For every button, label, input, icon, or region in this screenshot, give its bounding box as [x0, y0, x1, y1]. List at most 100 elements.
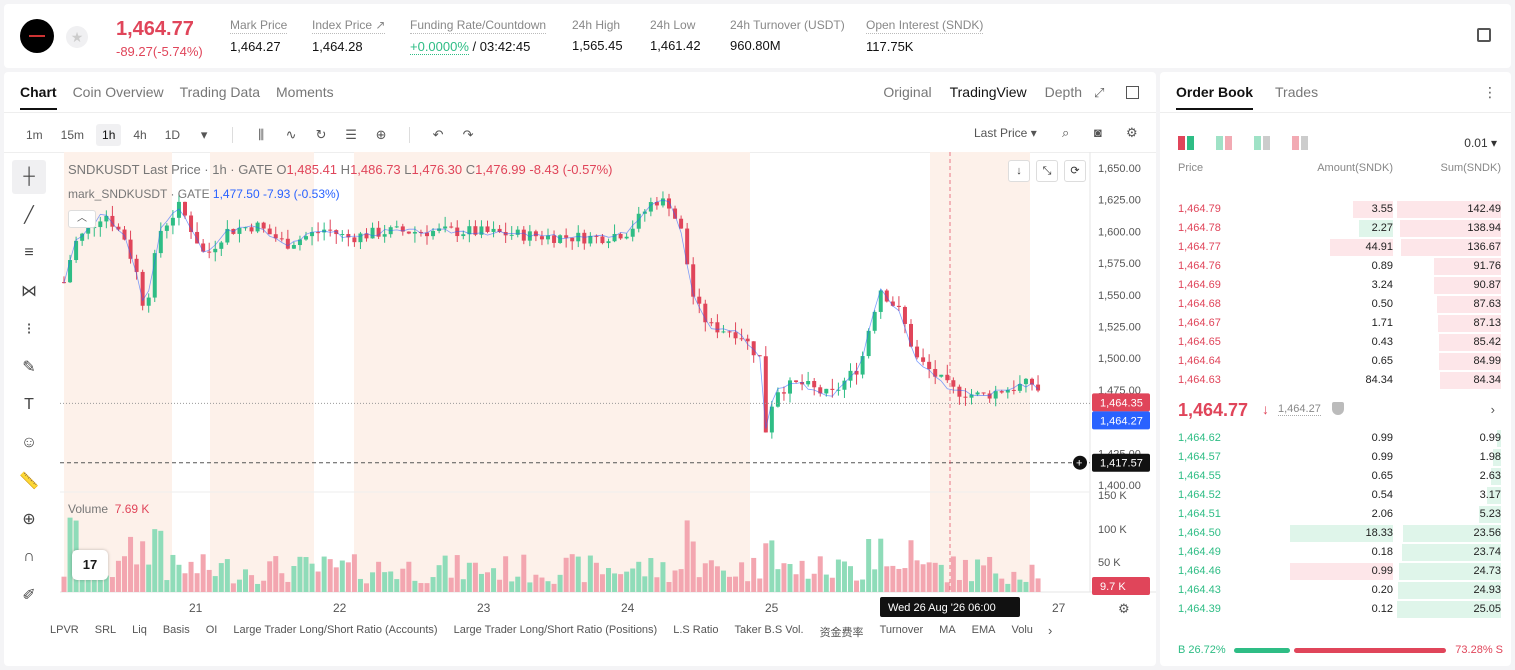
indicator-tab[interactable]: Volu [1011, 624, 1033, 636]
fib-icon[interactable]: ⁝ [26, 321, 32, 338]
chart-tabs: Chart Coin Overview Trading Data Moments [20, 84, 334, 110]
indicator-tab[interactable]: MA [939, 624, 956, 636]
templates-icon[interactable]: ☰ [345, 127, 357, 142]
view-tradingview[interactable]: TradingView [949, 84, 1027, 100]
bid-row[interactable]: 1,464.62 0.99 0.99 [1160, 429, 1511, 448]
view-original[interactable]: Original [883, 84, 932, 100]
ask-row[interactable]: 1,464.65 0.43 85.42 [1160, 333, 1511, 352]
ask-row[interactable]: 1,464.79 3.55 142.49 [1160, 200, 1511, 219]
ask-row[interactable]: 1,464.77 44.91 136.67 [1160, 238, 1511, 257]
more-icon[interactable]: ⋮ [1483, 84, 1497, 100]
add-alert-icon[interactable]: ⊕ [375, 127, 387, 142]
indicators-icon[interactable]: ∿ [285, 127, 297, 142]
candle-body [794, 380, 799, 382]
indicator-tab[interactable]: SRL [94, 624, 117, 636]
indicator-tab[interactable]: Large Trader Long/Short Ratio (Accounts) [233, 624, 438, 636]
reset-icon[interactable]: ⟳ [1064, 160, 1086, 182]
text-icon[interactable]: T [24, 396, 34, 413]
bid-row[interactable]: 1,464.52 0.54 3.17 [1160, 486, 1511, 505]
ask-row[interactable]: 1,464.63 84.34 84.34 [1160, 371, 1511, 390]
indicator-tab[interactable]: EMA [971, 624, 996, 636]
ruler-icon[interactable]: 📏 [19, 473, 39, 490]
indicator-tab[interactable]: Turnover [879, 624, 924, 636]
view-depth[interactable]: Depth [1044, 84, 1082, 100]
pattern-icon[interactable]: ⋈ [21, 283, 37, 300]
chevron-right-icon[interactable]: › [1048, 623, 1053, 638]
bid-row[interactable]: 1,464.50 18.33 23.56 [1160, 524, 1511, 543]
tab-coin-overview[interactable]: Coin Overview [72, 84, 164, 100]
indicator-tab[interactable]: OI [205, 624, 218, 636]
indicator-tab[interactable]: Basis [162, 624, 190, 636]
bid-row[interactable]: 1,464.51 2.06 5.23 [1160, 505, 1511, 524]
indicator-tab[interactable]: 资金费率 [819, 627, 864, 639]
collapse-icon[interactable]: ⤡ [1036, 160, 1058, 182]
camera-icon[interactable]: ◙ [1094, 125, 1102, 140]
trendline-icon[interactable]: ╱ [24, 207, 34, 224]
timeframe-1m[interactable]: 1m [26, 128, 43, 142]
chevron-right-icon[interactable]: › [1490, 402, 1495, 417]
search-icon[interactable]: ⌕ [1062, 125, 1070, 140]
stat-label[interactable]: Index Price ↗ [312, 18, 386, 34]
candles-icon[interactable]: ⫼ [258, 127, 265, 142]
indicator-tab[interactable]: Liq [132, 624, 147, 636]
indicator-tab[interactable]: Taker B.S Vol. [734, 624, 804, 636]
stat-label[interactable]: Funding Rate/Countdown [410, 18, 547, 34]
ask-row[interactable]: 1,464.69 3.24 90.87 [1160, 276, 1511, 295]
timeframe-15m[interactable]: 15m [60, 128, 85, 142]
arrow-down-icon[interactable]: ↓ [1008, 160, 1030, 182]
funding-rate-value[interactable]: +0.0000% [410, 39, 469, 55]
tab-order-book[interactable]: Order Book [1176, 84, 1254, 110]
candlestick-chart[interactable]: 1,650.00 1,625.00 1,600.00 1,575.00 1,550.00… [4, 72, 1156, 666]
mode-both-icon[interactable] [1178, 136, 1194, 150]
undo-icon[interactable]: ↶ [432, 127, 444, 142]
tab-moments[interactable]: Moments [276, 84, 334, 100]
mode-split-icon[interactable] [1216, 136, 1232, 150]
channel-icon[interactable]: ≡ [24, 244, 34, 261]
bid-row[interactable]: 1,464.46 0.99 24.73 [1160, 562, 1511, 581]
bid-row[interactable]: 1,464.43 0.20 24.93 [1160, 581, 1511, 600]
ask-row[interactable]: 1,464.78 2.27 138.94 [1160, 219, 1511, 238]
orderbook-mark-price[interactable]: 1,464.27 [1278, 403, 1321, 416]
mode-bids-icon[interactable] [1254, 136, 1270, 150]
indicator-tab[interactable]: LPVR [50, 624, 79, 636]
indicator-tab[interactable]: L.S Ratio [673, 624, 719, 636]
candle-body [618, 234, 623, 239]
ask-row[interactable]: 1,464.68 0.50 87.63 [1160, 295, 1511, 314]
timeframe-1d[interactable]: 1D [164, 128, 181, 142]
pencil-lock-icon[interactable]: ✐ [22, 587, 36, 604]
candle-body [176, 201, 181, 218]
timeframe-4h[interactable]: 4h [133, 128, 147, 142]
tab-trades[interactable]: Trades [1275, 84, 1319, 100]
chevron-down-icon[interactable]: ▾ [200, 127, 208, 142]
indicator-tab[interactable]: Large Trader Long/Short Ratio (Positions… [453, 624, 658, 636]
ask-row[interactable]: 1,464.67 1.71 87.13 [1160, 314, 1511, 333]
timeframe-1h[interactable]: 1h [96, 124, 122, 146]
zoom-icon[interactable]: ⊕ [22, 511, 36, 528]
magnet-icon[interactable]: ∩ [23, 548, 35, 565]
ask-row[interactable]: 1,464.76 0.89 91.76 [1160, 257, 1511, 276]
stat-label[interactable]: Open Interest (SNDK) [866, 18, 984, 34]
fullscreen-icon[interactable]: ⤢ [1094, 85, 1105, 100]
bid-row[interactable]: 1,464.57 0.99 1.98 [1160, 448, 1511, 467]
ask-row[interactable]: 1,464.64 0.65 84.99 [1160, 352, 1511, 371]
bid-row[interactable]: 1,464.55 0.65 2.63 [1160, 467, 1511, 486]
volume-bar [696, 577, 702, 592]
price-source-select[interactable]: Last Price ▾ [974, 126, 1037, 140]
favorite-star-icon[interactable]: ★ [66, 26, 88, 48]
tab-trading-data[interactable]: Trading Data [179, 84, 261, 100]
bid-row[interactable]: 1,464.49 0.18 23.74 [1160, 543, 1511, 562]
precision-select[interactable]: 0.01 ▾ [1464, 136, 1497, 150]
bid-row[interactable]: 1,464.39 0.12 25.05 [1160, 600, 1511, 619]
brush-icon[interactable]: ✎ [22, 359, 36, 376]
book-icon[interactable] [1477, 28, 1491, 42]
gear-icon[interactable]: ⚙ [1126, 125, 1138, 140]
legend-collapse-button[interactable]: ︿ [68, 210, 96, 228]
emoji-icon[interactable]: ☺ [20, 434, 38, 451]
redo-icon[interactable]: ↷ [462, 127, 474, 142]
tab-chart[interactable]: Chart [20, 84, 57, 110]
mode-asks-icon[interactable] [1292, 136, 1308, 150]
window-icon[interactable] [1126, 86, 1139, 99]
replay-icon[interactable]: ↻ [315, 127, 327, 142]
stat-label[interactable]: Mark Price [230, 18, 288, 34]
crosshair-icon[interactable]: ┼ [12, 160, 46, 194]
